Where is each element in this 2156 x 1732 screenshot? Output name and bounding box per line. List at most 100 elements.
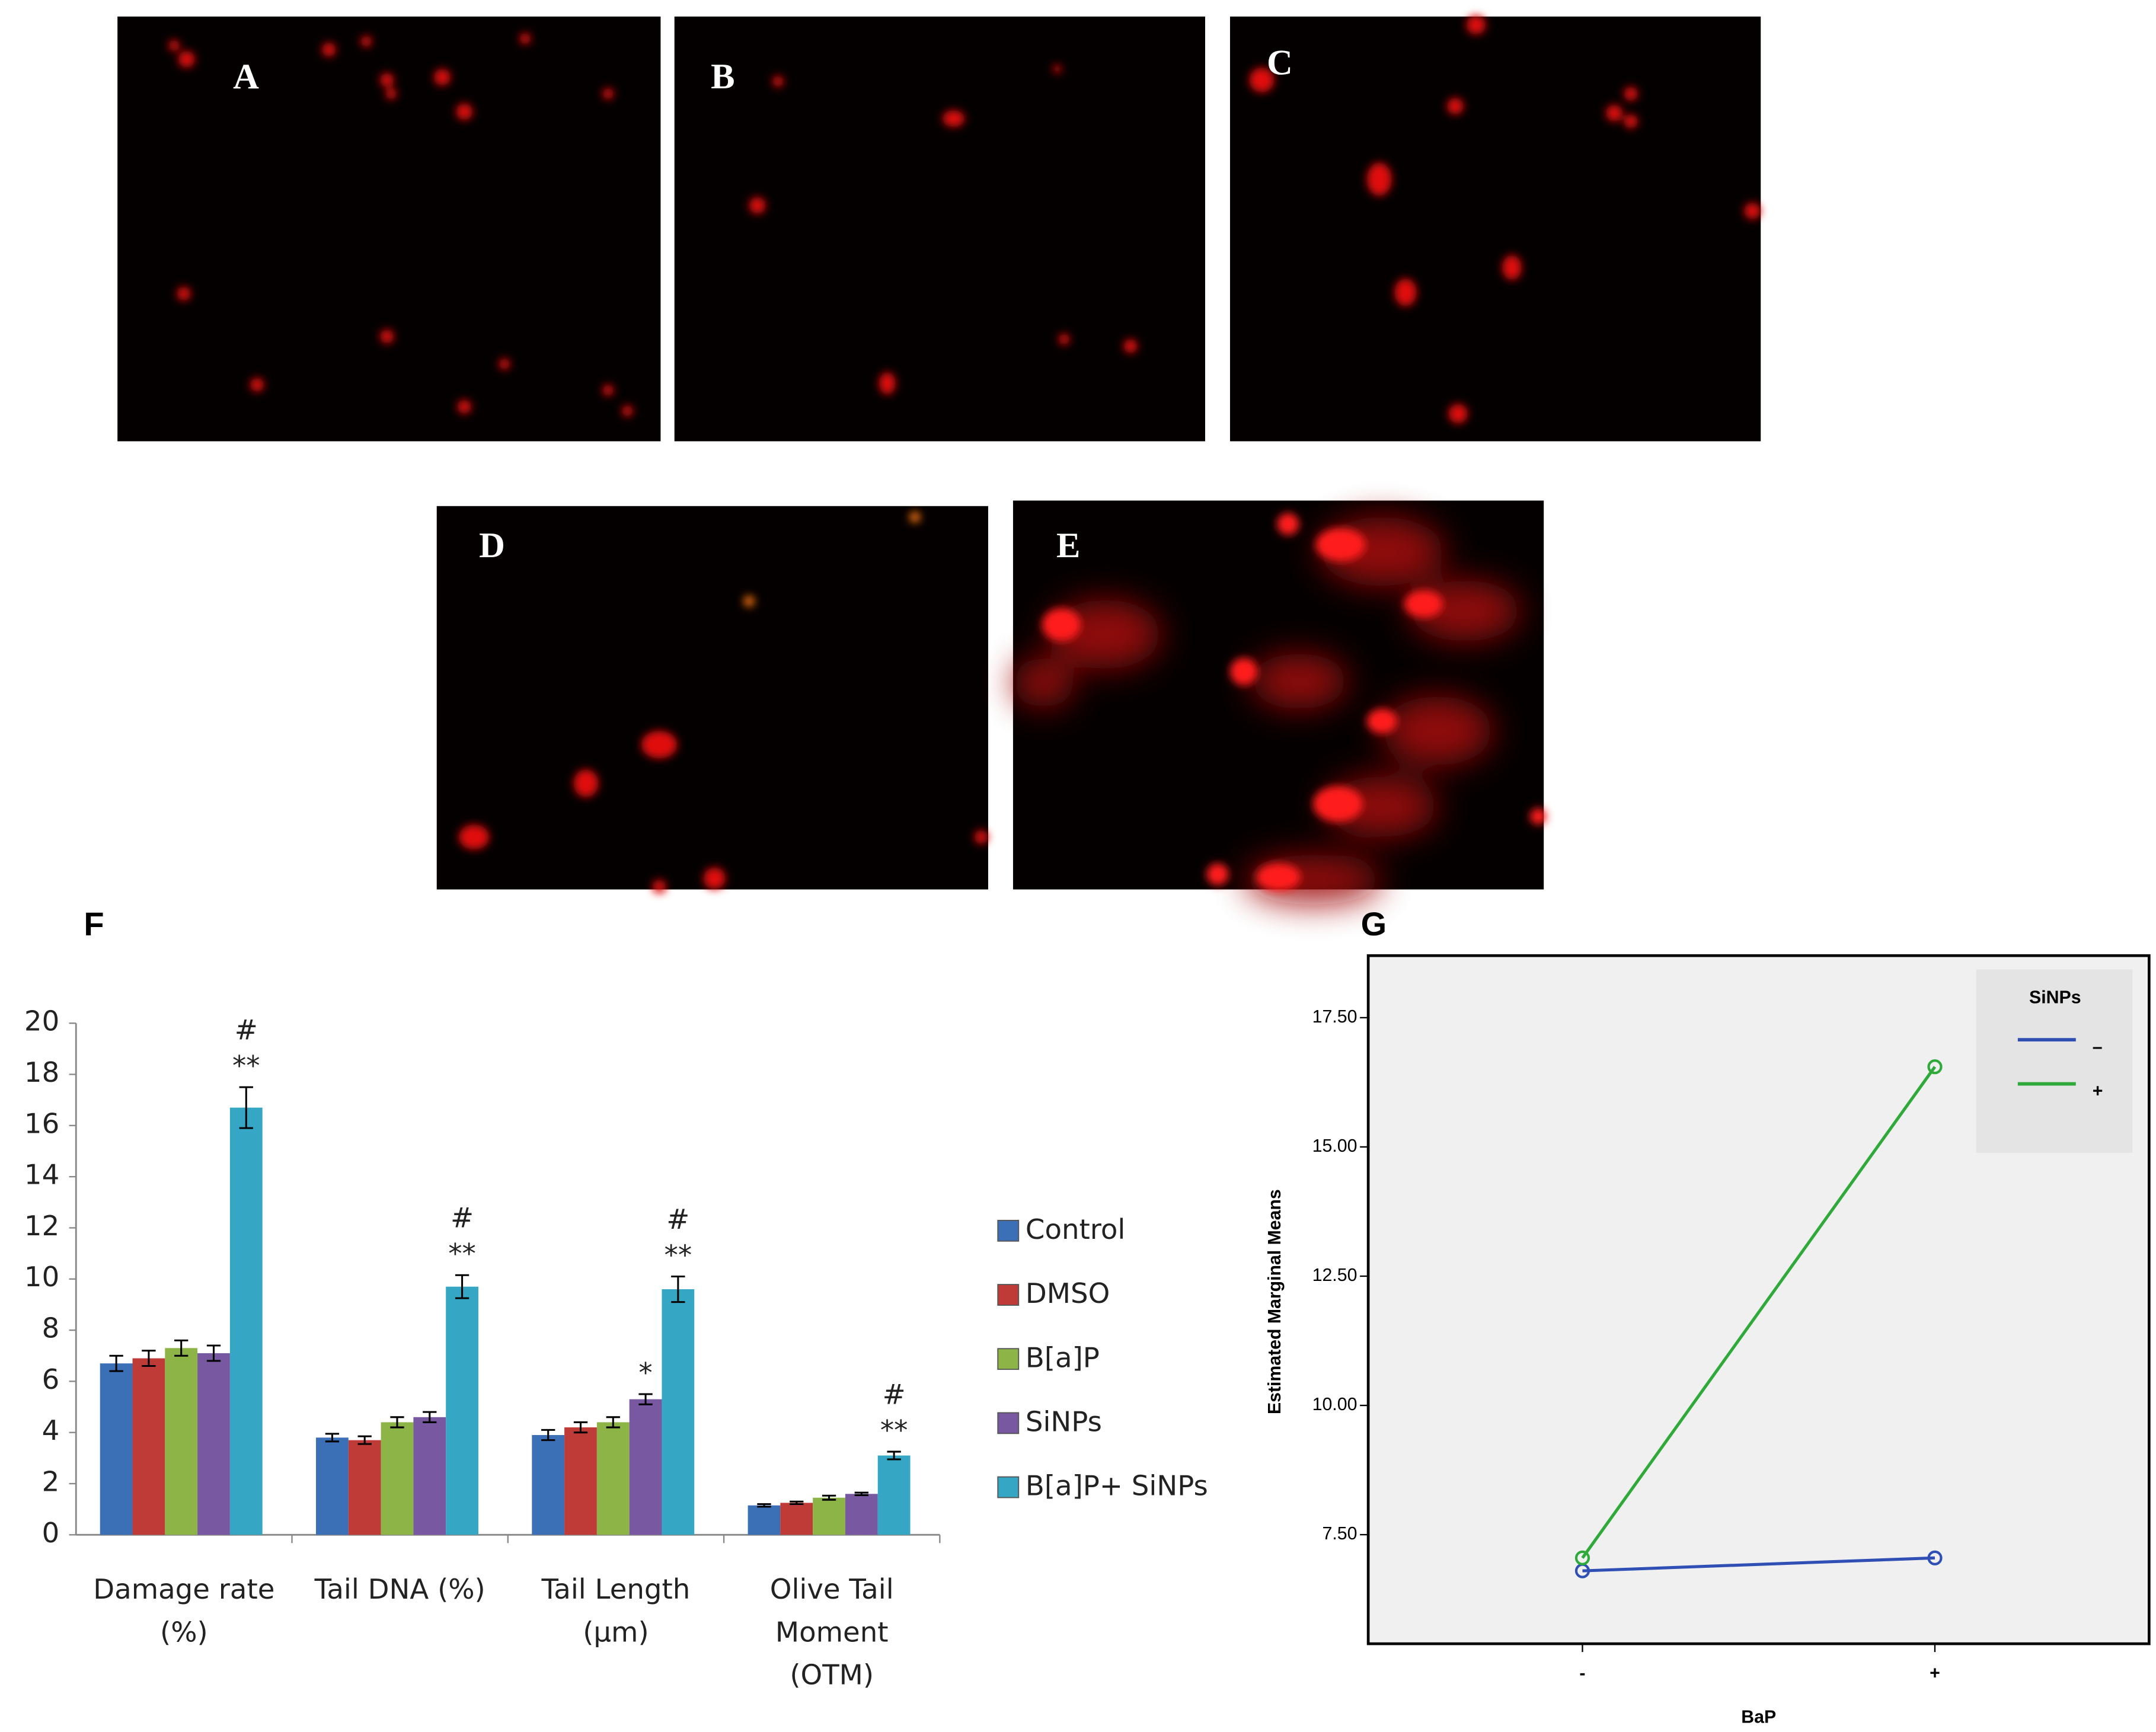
x-tick-label: Damage rate xyxy=(93,1573,274,1605)
error-bar xyxy=(606,1416,620,1429)
panel-label: G xyxy=(1361,905,1387,942)
legend-label: Control xyxy=(1026,1213,1125,1245)
legend-box xyxy=(1976,969,2133,1153)
point xyxy=(1927,1550,1943,1565)
legend-label: B[a]P xyxy=(1026,1341,1100,1373)
legend-swatch xyxy=(997,1219,1020,1242)
y-tick-label: 10 xyxy=(24,1261,59,1293)
x-tick-label: (OTM) xyxy=(790,1658,874,1691)
panel-label: D xyxy=(479,526,505,565)
line xyxy=(1582,1556,1935,1573)
bar xyxy=(446,1286,478,1535)
y-axis-label: Estimated Marginal Means xyxy=(1265,1189,1285,1414)
error-bar xyxy=(206,1344,221,1362)
legend-label: DMSO xyxy=(1026,1277,1110,1309)
x-tick-label: - xyxy=(1579,1663,1585,1683)
panel-label: A xyxy=(233,57,259,97)
bar xyxy=(229,1107,263,1535)
legend-swatch xyxy=(997,1284,1020,1306)
error-bar xyxy=(325,1433,340,1443)
error-bar xyxy=(757,1503,771,1508)
error-bar xyxy=(790,1500,804,1506)
y-tick-label: 20 xyxy=(24,1005,59,1037)
bar xyxy=(348,1440,381,1535)
bar xyxy=(165,1348,198,1535)
legend-label: B[a]P+ SiNPs xyxy=(1026,1470,1208,1502)
bar xyxy=(629,1399,662,1535)
error-bar xyxy=(671,1275,685,1303)
x-tick-label: (%) xyxy=(160,1616,208,1648)
error-bar xyxy=(390,1416,404,1429)
bar xyxy=(197,1353,230,1535)
x-axis-label: BaP xyxy=(1741,1708,1776,1727)
panel-label: C xyxy=(1267,43,1293,83)
panel-label: F xyxy=(84,905,104,942)
bar xyxy=(100,1363,133,1535)
error-bar xyxy=(357,1435,372,1445)
y-tick-label: 8 xyxy=(42,1312,60,1344)
bar xyxy=(381,1422,414,1535)
point xyxy=(1574,1550,1590,1565)
panel-label: E xyxy=(1056,526,1080,565)
bar xyxy=(877,1455,911,1535)
significance-label: ** xyxy=(232,1050,260,1082)
error-bar xyxy=(239,1086,253,1129)
bar xyxy=(780,1503,813,1535)
x-tick-label: Tail DNA (%) xyxy=(314,1573,486,1605)
legend-label: + xyxy=(2093,1082,2103,1101)
y-tick-label: 15.00 xyxy=(1312,1136,1358,1156)
micrograph-c xyxy=(1229,15,1761,442)
error-bar xyxy=(887,1450,901,1461)
significance-label: # xyxy=(666,1203,689,1235)
legend-swatch xyxy=(997,1476,1020,1498)
significance-label: # xyxy=(451,1202,474,1234)
bar xyxy=(748,1505,781,1535)
error-bar xyxy=(638,1393,653,1405)
significance-label: # xyxy=(235,1014,258,1046)
y-tick-label: 2 xyxy=(42,1466,60,1498)
error-bar xyxy=(142,1350,156,1367)
bar xyxy=(532,1435,565,1535)
significance-label: ** xyxy=(448,1238,476,1270)
error-bar xyxy=(455,1274,469,1299)
micrograph-a xyxy=(117,16,661,442)
x-tick-label: Moment xyxy=(775,1616,889,1648)
y-tick-label: 18 xyxy=(24,1056,59,1088)
error-bar xyxy=(822,1494,836,1501)
error-bar xyxy=(423,1411,437,1423)
y-tick-label: 6 xyxy=(42,1363,60,1395)
line xyxy=(1581,1066,1937,1559)
micrograph-e xyxy=(1012,500,1547,905)
x-tick-label: Tail Length xyxy=(541,1573,691,1605)
bar xyxy=(316,1437,349,1535)
error-bar xyxy=(573,1421,588,1434)
y-tick-label: 17.50 xyxy=(1312,1007,1358,1027)
micrograph-b xyxy=(674,16,1205,442)
legend-title: SiNPs xyxy=(2029,988,2081,1007)
bar xyxy=(132,1358,165,1535)
x-tick-label: (μm) xyxy=(583,1616,649,1648)
significance-label: ** xyxy=(665,1239,692,1271)
significance-label: # xyxy=(883,1379,906,1411)
bar xyxy=(813,1497,845,1535)
y-tick-label: 12.50 xyxy=(1312,1266,1358,1285)
micrograph-d xyxy=(436,506,988,894)
y-tick-label: 14 xyxy=(24,1159,59,1191)
y-tick-label: 10.00 xyxy=(1312,1395,1358,1414)
bar xyxy=(845,1494,878,1535)
y-tick-label: 16 xyxy=(24,1107,59,1139)
error-bar xyxy=(541,1429,555,1442)
bar xyxy=(413,1417,446,1535)
y-tick-label: 7.50 xyxy=(1322,1524,1357,1544)
y-tick-label: 4 xyxy=(42,1414,60,1446)
bar xyxy=(564,1427,597,1535)
y-tick-label: 12 xyxy=(24,1210,59,1242)
legend-label: SiNPs xyxy=(1026,1406,1102,1438)
point xyxy=(1927,1059,1943,1075)
legend-swatch xyxy=(997,1348,1020,1370)
legend-swatch xyxy=(997,1412,1020,1434)
legend-label: – xyxy=(2093,1037,2103,1057)
error-bar xyxy=(109,1354,123,1372)
bar xyxy=(662,1289,695,1535)
